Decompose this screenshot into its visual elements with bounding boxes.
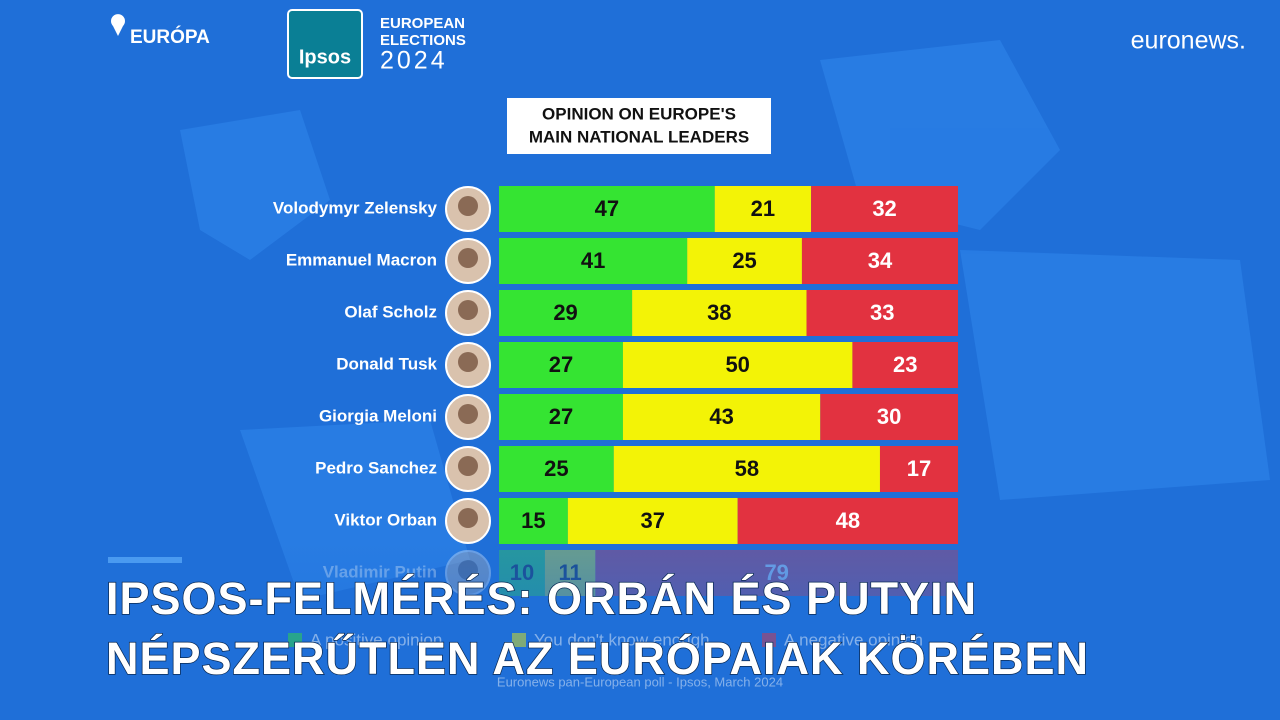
legend-swatch xyxy=(512,633,526,647)
category-label: Emmanuel Macron xyxy=(286,250,437,269)
data-label: 48 xyxy=(836,508,860,533)
data-label: 37 xyxy=(641,508,665,533)
data-label: 27 xyxy=(549,404,573,429)
logo-line: EUROPEAN xyxy=(380,15,465,32)
bar xyxy=(714,186,812,232)
data-label: 25 xyxy=(544,456,568,481)
pin-icon xyxy=(111,14,126,37)
data-label: 41 xyxy=(581,248,605,273)
legend-label: You don't know enough xyxy=(534,630,710,649)
category-label: Volodymyr Zelensky xyxy=(273,198,438,217)
bar xyxy=(499,290,633,336)
data-label: 30 xyxy=(877,404,901,429)
row: Emmanuel Macron 41 25 34 xyxy=(286,238,958,284)
bar xyxy=(632,290,807,336)
chart-title: MAIN NATIONAL LEADERS xyxy=(529,127,749,146)
row: Giorgia Meloni 27 43 30 xyxy=(319,394,958,440)
legend-label: A negative opinion xyxy=(784,630,923,649)
portrait-head xyxy=(458,196,478,216)
category-label: Olaf Scholz xyxy=(344,302,437,321)
data-label: 58 xyxy=(735,456,759,481)
legend-swatch xyxy=(288,633,302,647)
portrait-head xyxy=(458,300,478,320)
bar xyxy=(499,186,715,232)
legend: A positive opinion You don't know enough A… xyxy=(288,630,923,649)
bar xyxy=(499,498,568,544)
data-label: 33 xyxy=(870,300,894,325)
data-label: 25 xyxy=(732,248,756,273)
data-label: 15 xyxy=(521,508,545,533)
chart-title: OPINION ON EUROPE'S xyxy=(542,104,736,123)
row: Viktor Orban 15 37 48 xyxy=(334,498,958,544)
bar xyxy=(852,342,958,388)
row: Pedro Sanchez 25 58 17 xyxy=(315,446,958,492)
data-label: 21 xyxy=(751,196,775,221)
bar xyxy=(499,238,688,284)
source: Euronews pan-European poll - Ipsos, Marc… xyxy=(497,674,783,689)
bar xyxy=(737,498,958,544)
category-label: Giorgia Meloni xyxy=(319,406,437,425)
bar xyxy=(806,290,958,336)
row: Olaf Scholz 29 38 33 xyxy=(344,290,958,336)
data-label: 23 xyxy=(893,352,917,377)
data-label: 50 xyxy=(725,352,749,377)
portrait-head xyxy=(458,508,478,528)
data-label: 34 xyxy=(868,248,893,273)
category-label: Pedro Sanchez xyxy=(315,458,437,477)
bar xyxy=(499,342,623,388)
portrait-head xyxy=(458,404,478,424)
chart: Volodymyr Zelensky 47 21 32 Emmanuel Macron 4… xyxy=(273,186,958,596)
logo-line: 2024 xyxy=(380,47,448,75)
bar xyxy=(622,394,821,440)
legend-swatch xyxy=(762,633,776,647)
category-label: Donald Tusk xyxy=(336,354,437,373)
headline: IPSOS-FELMÉRÉS: ORBÁN ÉS PUTYIN xyxy=(106,573,977,624)
bar xyxy=(820,394,958,440)
portrait-head xyxy=(458,352,478,372)
bar xyxy=(613,446,880,492)
row: Volodymyr Zelensky 47 21 32 xyxy=(273,186,958,232)
brand: euronews. xyxy=(1131,27,1246,55)
portrait-head xyxy=(458,456,478,476)
portrait-head xyxy=(458,248,478,268)
data-label: 47 xyxy=(595,196,619,221)
logo: Ipsos xyxy=(299,46,351,68)
headline: NÉPSZERŰTLEN AZ EURÓPAIAK KÖRÉBEN xyxy=(106,633,1089,684)
data-label: 38 xyxy=(707,300,731,325)
data-label: 29 xyxy=(553,300,577,325)
accent-bar xyxy=(108,557,182,563)
bar xyxy=(622,342,853,388)
bar xyxy=(499,394,623,440)
category-label: Viktor Orban xyxy=(334,510,437,529)
data-label: 17 xyxy=(907,456,931,481)
bar xyxy=(879,446,958,492)
title-box xyxy=(507,98,771,154)
location: EURÓPA xyxy=(130,26,210,48)
data-label: 43 xyxy=(709,404,733,429)
legend-label: A positive opinion xyxy=(310,630,442,649)
data-label: 32 xyxy=(872,196,896,221)
row: Donald Tusk 27 50 23 xyxy=(336,342,958,388)
bar xyxy=(499,446,614,492)
bar xyxy=(801,238,958,284)
bar xyxy=(687,238,802,284)
bar xyxy=(567,498,738,544)
logo-line: ELECTIONS xyxy=(380,32,466,49)
data-label: 27 xyxy=(549,352,573,377)
bar xyxy=(811,186,958,232)
logo-box xyxy=(287,9,363,79)
overlay xyxy=(0,540,1280,720)
